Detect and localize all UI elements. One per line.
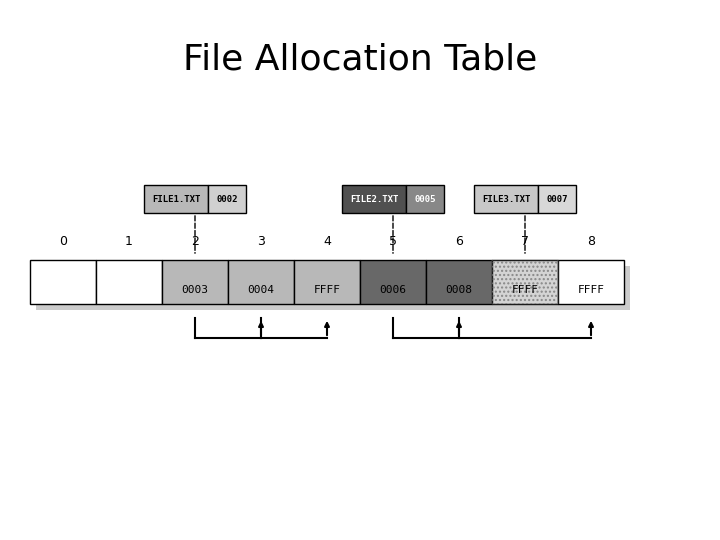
Text: 8: 8 <box>587 235 595 248</box>
Bar <box>36 266 630 310</box>
Text: File Allocation Table: File Allocation Table <box>183 43 537 77</box>
Text: 0006: 0006 <box>379 285 407 295</box>
Bar <box>96 260 162 304</box>
Bar <box>426 260 492 304</box>
Text: FILE2.TXT: FILE2.TXT <box>350 194 398 204</box>
Text: 1: 1 <box>125 235 133 248</box>
Bar <box>208 185 246 213</box>
Bar <box>294 260 360 304</box>
Bar <box>538 185 576 213</box>
Text: 2: 2 <box>191 235 199 248</box>
Bar <box>144 185 208 213</box>
Text: 0003: 0003 <box>181 285 209 295</box>
Bar <box>228 260 294 304</box>
Bar <box>342 185 406 213</box>
Text: 3: 3 <box>257 235 265 248</box>
Bar <box>406 185 444 213</box>
Text: 6: 6 <box>455 235 463 248</box>
Bar <box>30 260 96 304</box>
Text: 5: 5 <box>389 235 397 248</box>
Text: FFFF: FFFF <box>313 285 341 295</box>
Bar <box>360 260 426 304</box>
Text: 4: 4 <box>323 235 331 248</box>
Text: FILE3.TXT: FILE3.TXT <box>482 194 530 204</box>
Text: 0005: 0005 <box>414 194 436 204</box>
Text: FILE1.TXT: FILE1.TXT <box>152 194 200 204</box>
Bar <box>162 260 228 304</box>
Bar <box>558 260 624 304</box>
Bar <box>474 185 538 213</box>
Text: 0008: 0008 <box>446 285 472 295</box>
Text: 0007: 0007 <box>546 194 568 204</box>
Text: FFFF: FFFF <box>511 285 539 295</box>
Text: FFFF: FFFF <box>577 285 605 295</box>
Text: 0: 0 <box>59 235 67 248</box>
Bar <box>492 260 558 304</box>
Text: 0004: 0004 <box>248 285 274 295</box>
Text: 0002: 0002 <box>216 194 238 204</box>
Text: 7: 7 <box>521 235 529 248</box>
Bar <box>492 260 558 304</box>
